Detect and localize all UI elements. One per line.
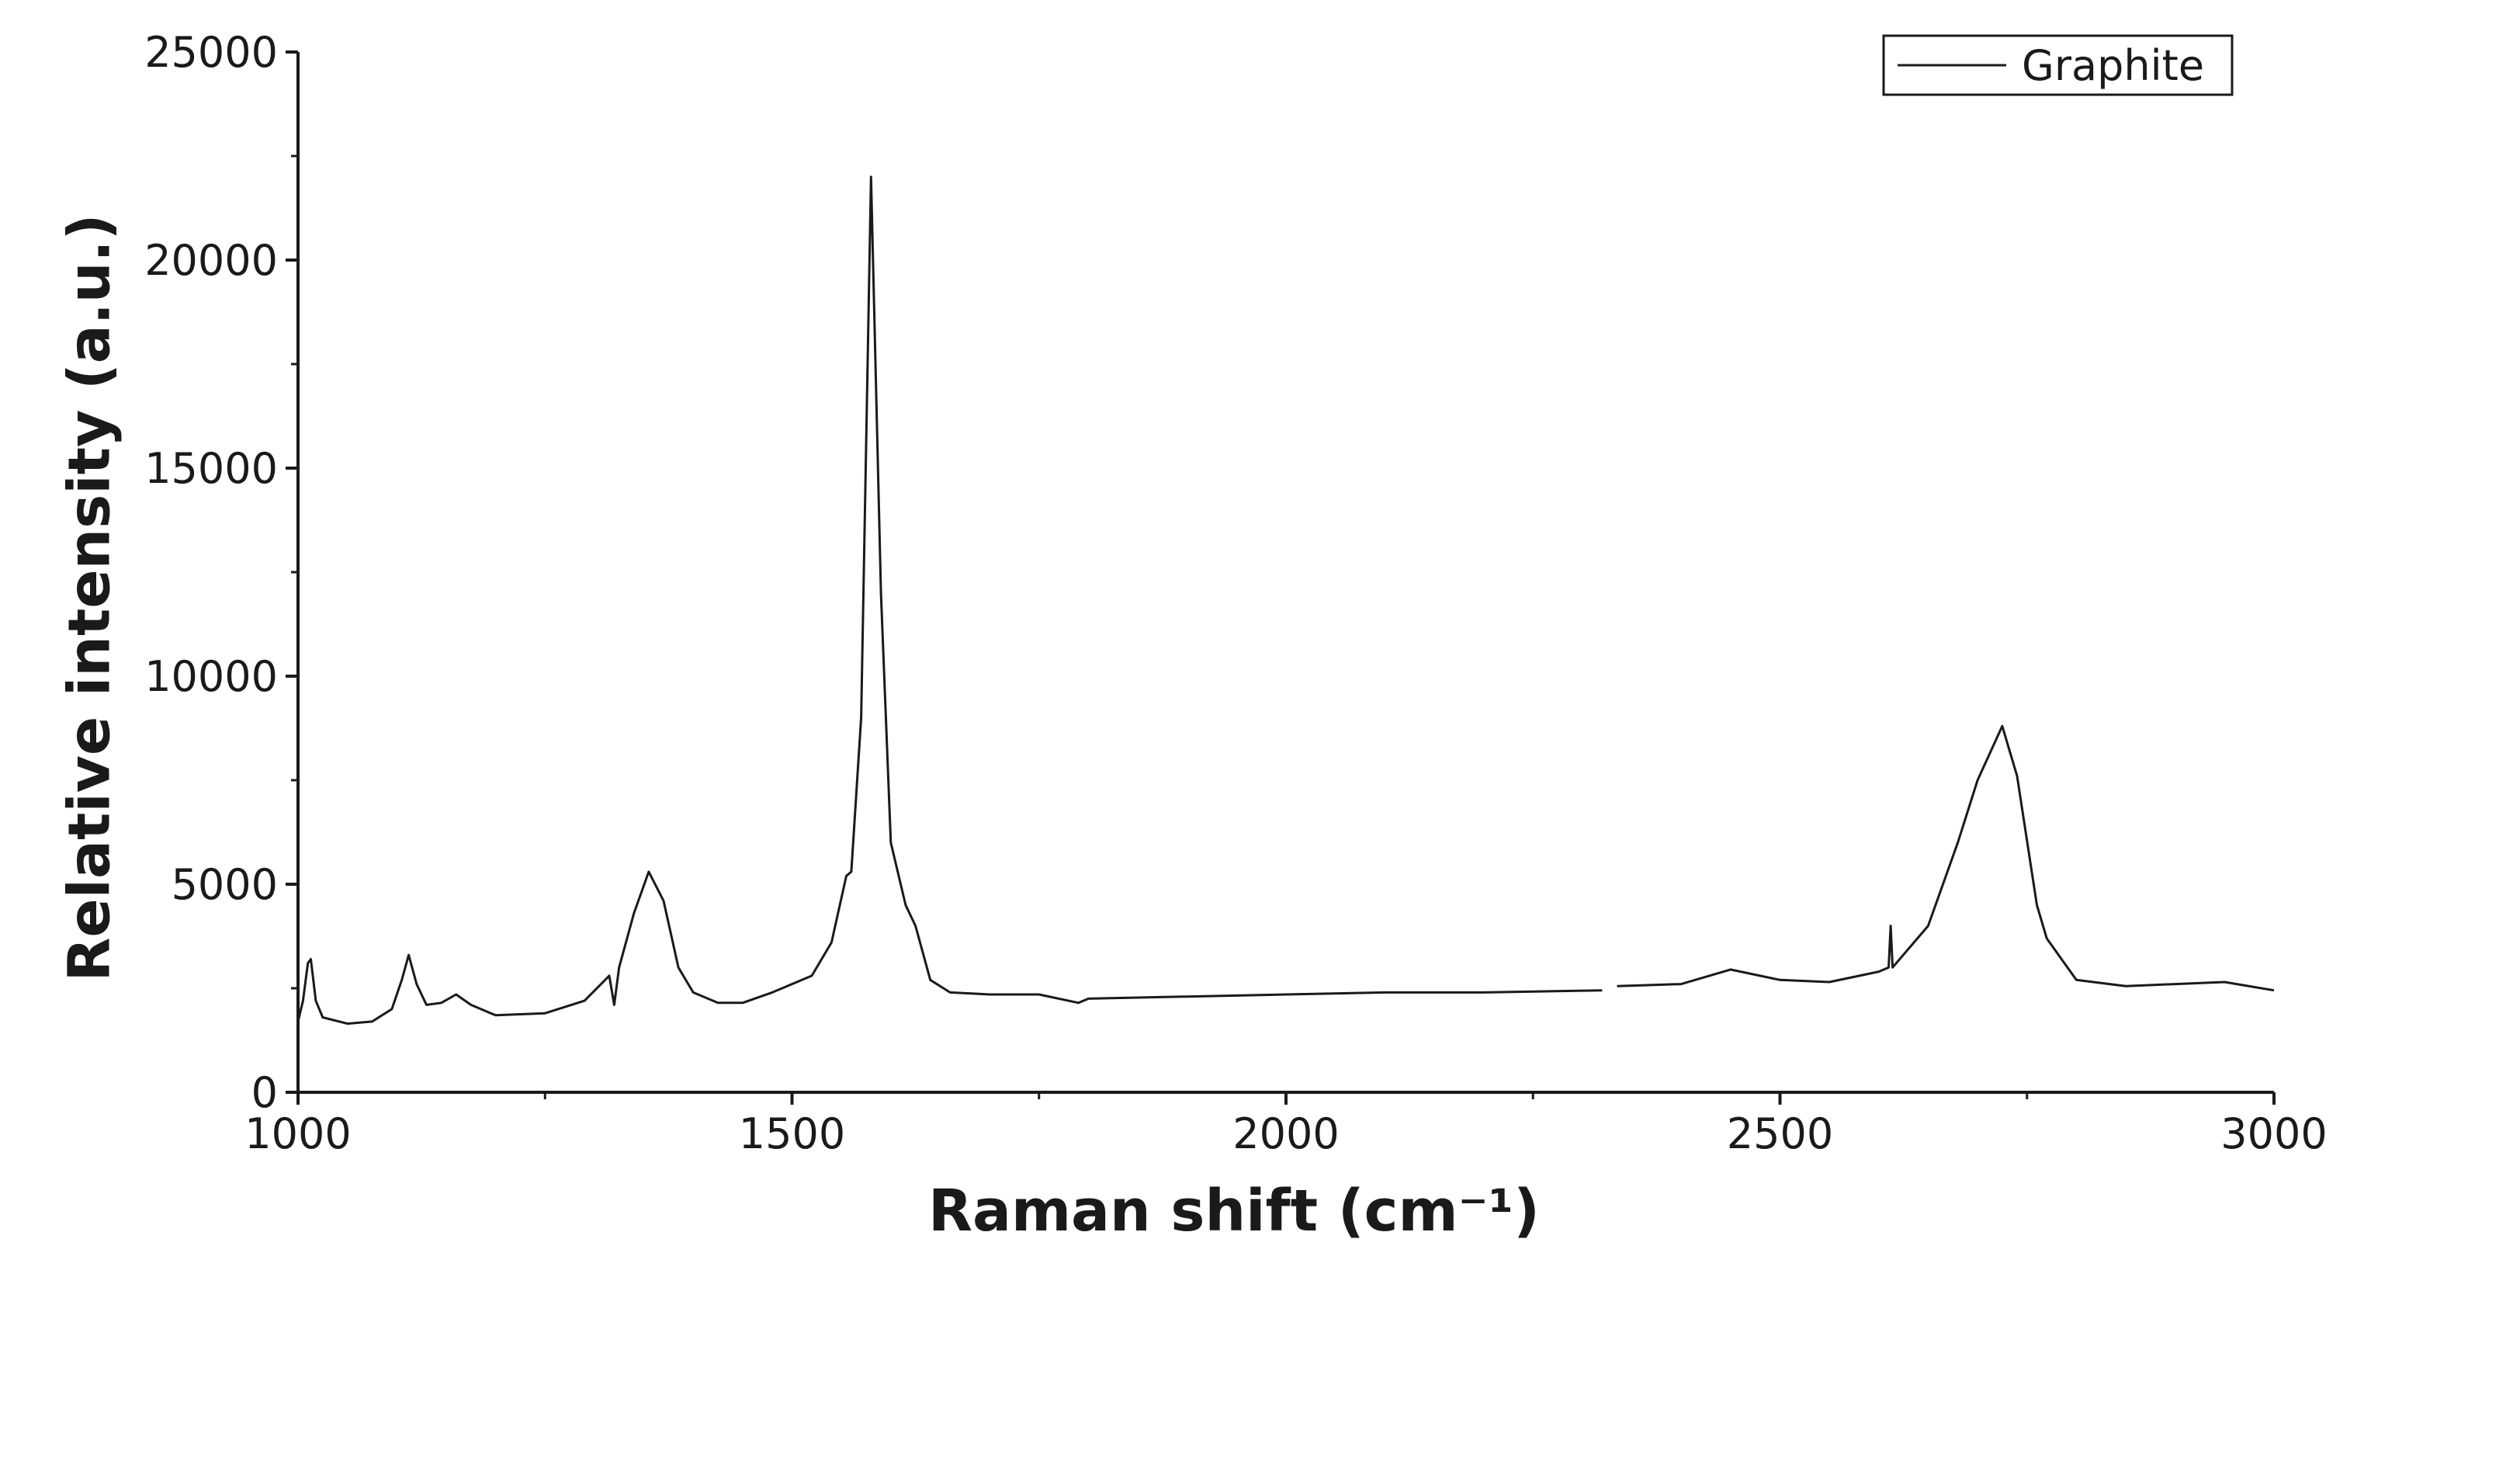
x-tick-label: 2000	[1232, 1109, 1339, 1158]
x-tick-label: 2500	[1727, 1109, 1833, 1158]
y-axis-label: Relative intensity (a.u.)	[57, 214, 123, 982]
y-tick-label: 15000	[144, 444, 278, 493]
y-tick-label: 20000	[144, 236, 278, 285]
x-tick-label: 1000	[244, 1109, 351, 1158]
x-axis-label: Raman shift (cm⁻¹)	[928, 1178, 1540, 1244]
y-tick-label: 5000	[172, 860, 278, 909]
legend-label: Graphite	[2022, 41, 2204, 90]
y-tick-label: 10000	[144, 652, 278, 701]
data-line	[296, 175, 2275, 1026]
x-tick-label: 3000	[2220, 1109, 2327, 1158]
y-tick-label: 25000	[144, 28, 278, 77]
y-tick-label: 0	[251, 1068, 278, 1117]
x-tick-label: 1500	[739, 1109, 845, 1158]
